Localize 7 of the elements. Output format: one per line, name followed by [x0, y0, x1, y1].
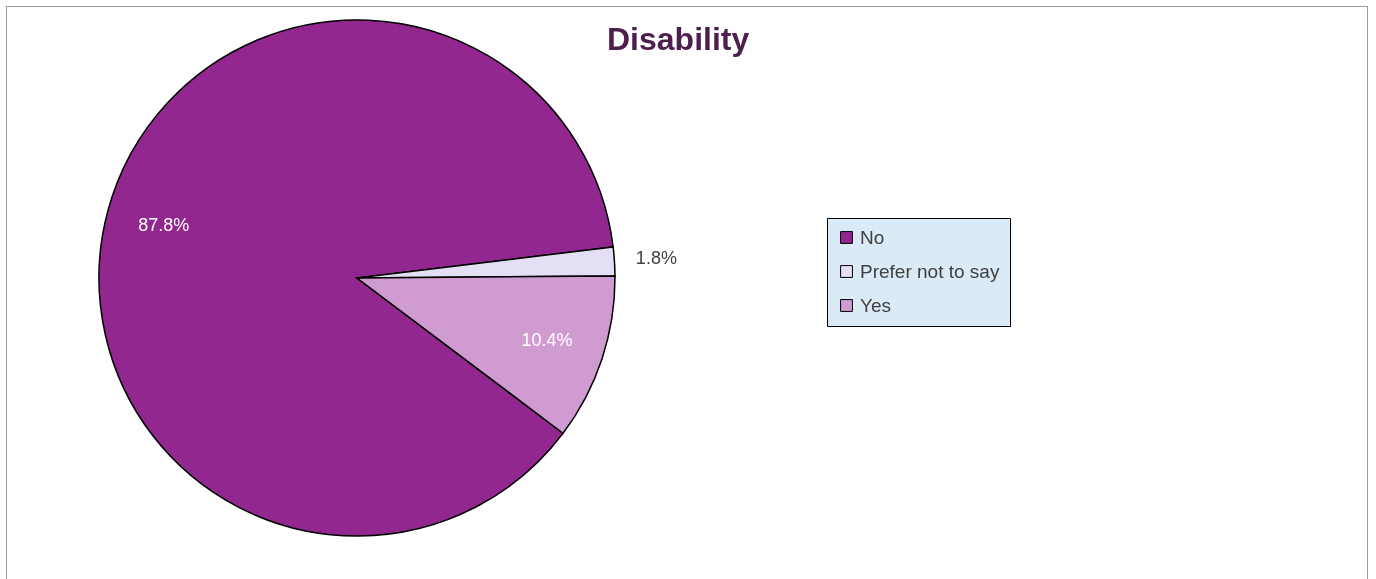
data-label: 10.4%	[521, 329, 573, 350]
data-label: 1.8%	[635, 247, 677, 268]
chart-title: Disability	[607, 21, 750, 57]
legend-label: Prefer not to say	[860, 260, 1000, 282]
data-label: 87.8%	[138, 215, 190, 236]
legend-label: No	[860, 226, 885, 248]
legend-label: Yes	[860, 294, 891, 316]
